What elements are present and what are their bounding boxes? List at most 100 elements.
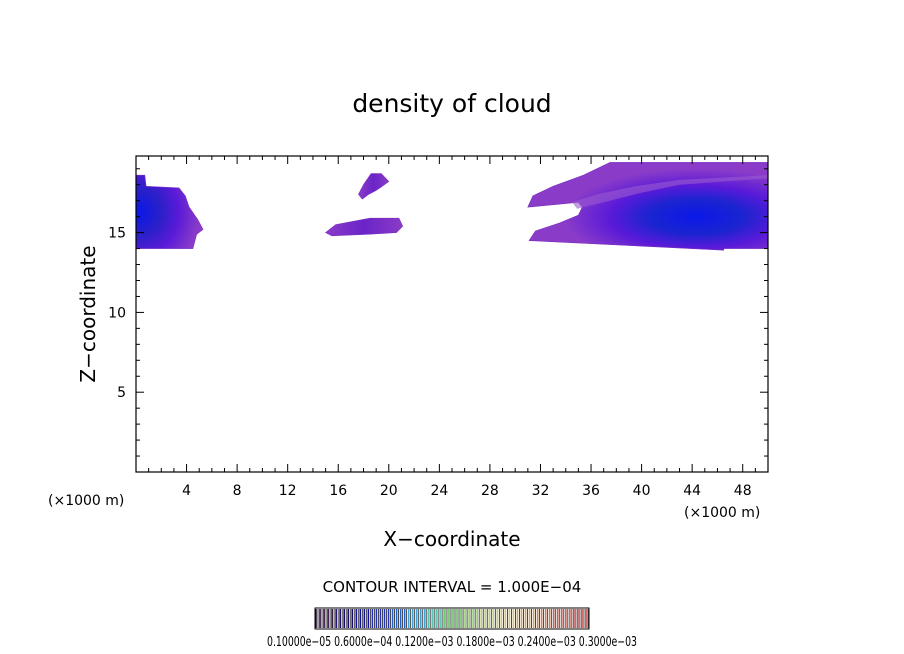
- cloud-regions: [135, 162, 769, 251]
- colorbar-cell: [419, 608, 424, 629]
- contour-interval: CONTOUR INTERVAL = 1.000E−04: [323, 578, 582, 596]
- axis-ticks: [136, 156, 768, 472]
- colorbar-cell: [319, 608, 324, 629]
- colorbar-cell: [423, 608, 428, 629]
- colorbar-labels: 0.10000e−05 0.6000e−04 0.1200e−03 0.1800…: [267, 635, 637, 650]
- x-tick-label: 44: [683, 483, 701, 499]
- colorbar-cell: [532, 608, 537, 629]
- colorbar-cell: [323, 608, 328, 629]
- colorbar-cell: [375, 608, 380, 629]
- colorbar-cell: [584, 608, 589, 629]
- y-axis-label: Z−coordinate: [76, 245, 100, 382]
- colorbar-cell: [427, 608, 432, 629]
- x-tick-label: 12: [279, 483, 297, 499]
- x-tick-label: 20: [380, 483, 398, 499]
- colorbar-cell: [512, 608, 517, 629]
- colorbar-cell: [480, 608, 485, 629]
- colorbar-cell: [564, 608, 569, 629]
- colorbar-cell: [456, 608, 461, 629]
- left-cloud: [135, 174, 204, 249]
- colorbar-cell: [528, 608, 533, 629]
- x-unit-left: (×1000 m): [48, 493, 124, 509]
- y-tick-label: 10: [108, 305, 126, 321]
- colorbar-cell: [447, 608, 452, 629]
- colorbar-cell: [387, 608, 392, 629]
- colorbar-cell: [403, 608, 408, 629]
- y-tick-label: 15: [108, 226, 126, 242]
- colorbar-cell: [548, 608, 553, 629]
- x-tick-label: 16: [329, 483, 347, 499]
- right-cloud-band: [572, 175, 768, 209]
- colorbar-cell: [347, 608, 352, 629]
- colorbar-cell: [580, 608, 585, 629]
- colorbar-cell: [508, 608, 513, 629]
- colorbar-cell: [504, 608, 509, 629]
- colorbar-cell: [359, 608, 364, 629]
- colorbar-cell: [435, 608, 440, 629]
- colorbar-cell: [335, 608, 340, 629]
- colorbar-cell: [363, 608, 368, 629]
- colorbar-cell: [343, 608, 348, 629]
- colorbar-cell: [468, 608, 473, 629]
- x-tick-label: 40: [633, 483, 651, 499]
- colorbar-cell: [500, 608, 505, 629]
- x-tick-labels: 4 8 12 16 20 24 28 32 36 40 44 48: [182, 483, 752, 499]
- colorbar-cell: [355, 608, 360, 629]
- colorbar-cell: [415, 608, 420, 629]
- colorbar-cell: [464, 608, 469, 629]
- colorbar-cell: [516, 608, 521, 629]
- colorbar-cell: [496, 608, 501, 629]
- colorbar-cell: [391, 608, 396, 629]
- x-tick-label: 28: [481, 483, 499, 499]
- colorbar-cell: [315, 608, 320, 629]
- y-tick-labels: 5 10 15: [108, 226, 126, 402]
- small-lower-cloud: [325, 217, 404, 237]
- colorbar-cell: [572, 608, 577, 629]
- x-tick-label: 48: [734, 483, 752, 499]
- colorbar: [315, 608, 589, 629]
- colorbar-cell: [339, 608, 344, 629]
- x-tick-label: 24: [430, 483, 448, 499]
- colorbar-cell: [439, 608, 444, 629]
- y-tick-label: 5: [117, 385, 126, 401]
- colorbar-cell: [327, 608, 332, 629]
- colorbar-cell: [560, 608, 565, 629]
- right-cloud: [527, 162, 769, 251]
- colorbar-cell: [568, 608, 573, 629]
- colorbar-cell: [476, 608, 481, 629]
- colorbar-cell: [371, 608, 376, 629]
- colorbar-cell: [536, 608, 541, 629]
- colorbar-cell: [544, 608, 549, 629]
- colorbar-cell: [331, 608, 336, 629]
- colorbar-cell: [472, 608, 477, 629]
- colorbar-cell: [556, 608, 561, 629]
- colorbar-cell: [484, 608, 489, 629]
- colorbar-cell: [576, 608, 581, 629]
- colorbar-cell: [524, 608, 529, 629]
- chart-title: density of cloud: [352, 89, 551, 118]
- colorbar-cell: [540, 608, 545, 629]
- colorbar-cell: [443, 608, 448, 629]
- colorbar-cell: [395, 608, 400, 629]
- colorbar-cell: [552, 608, 557, 629]
- colorbar-cell: [492, 608, 497, 629]
- colorbar-cell: [407, 608, 412, 629]
- x-tick-label: 4: [182, 483, 191, 499]
- colorbar-cell: [431, 608, 436, 629]
- x-tick-label: 8: [233, 483, 242, 499]
- colorbar-frame: [314, 607, 590, 630]
- colorbar-cell: [383, 608, 388, 629]
- colorbar-cell: [460, 608, 465, 629]
- colorbar-cell: [367, 608, 372, 629]
- colorbar-cell: [379, 608, 384, 629]
- x-tick-label: 32: [532, 483, 550, 499]
- colorbar-cell: [520, 608, 525, 629]
- x-tick-label: 36: [582, 483, 600, 499]
- colorbar-cell: [351, 608, 356, 629]
- colorbar-cell: [411, 608, 416, 629]
- small-upper-cloud: [358, 173, 390, 200]
- colorbar-cell: [488, 608, 493, 629]
- x-unit-right: (×1000 m): [684, 505, 760, 521]
- colorbar-cell: [452, 608, 457, 629]
